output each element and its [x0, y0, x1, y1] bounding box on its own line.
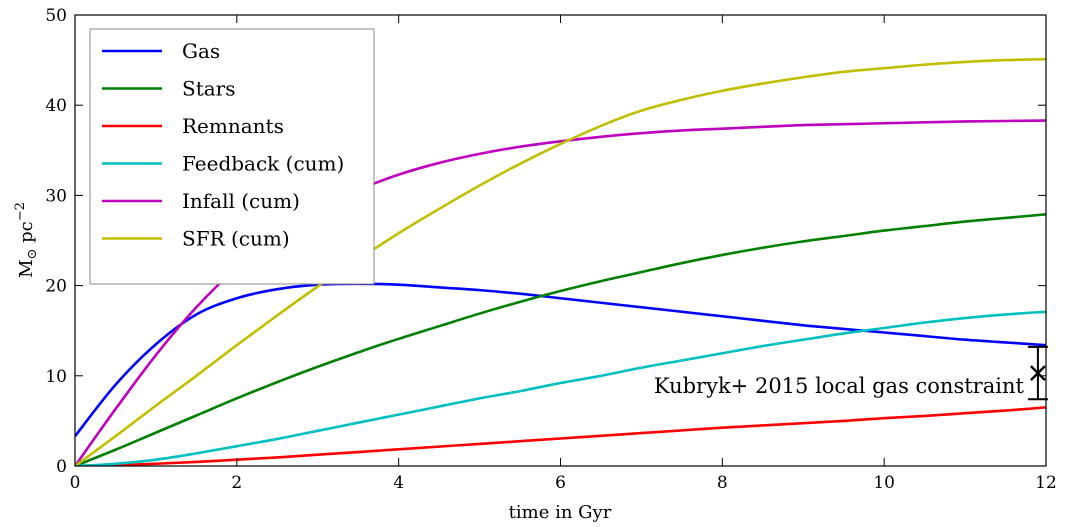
x-tick-label: 12 — [1035, 473, 1057, 493]
legend-label: Infall (cum) — [182, 189, 300, 213]
series-line-gas — [75, 282, 1046, 438]
legend-item-stars: Stars — [102, 77, 236, 101]
legend-item-infall-cum: Infall (cum) — [102, 189, 300, 213]
x-tick-label: 6 — [555, 473, 566, 493]
y-tick-label: 30 — [45, 186, 67, 206]
legend-label: Gas — [182, 39, 220, 63]
y-tick-label: 40 — [45, 96, 67, 116]
legend-item-feedback-cum: Feedback (cum) — [102, 152, 344, 176]
legend-item-gas: Gas — [102, 39, 220, 63]
y-tick-label: 0 — [56, 457, 67, 477]
series-line-remnants — [75, 406, 1046, 466]
x-tick-label: 4 — [393, 473, 404, 493]
legend-box — [89, 28, 375, 285]
legend-label: Remnants — [182, 114, 284, 138]
legend: Gas Stars Remnants Feedback (cum) Infall (cu… — [89, 28, 375, 285]
y-tick-label: 10 — [45, 367, 67, 387]
y-axis-ticks: 0 10 20 30 40 50 — [45, 6, 1046, 477]
y-axis-label: M⊙ pc−2 — [13, 202, 40, 278]
x-tick-label: 2 — [231, 473, 242, 493]
y-tick-label: 20 — [45, 277, 67, 297]
legend-item-remnants: Remnants — [102, 114, 284, 138]
series-line-feedback-cum — [75, 310, 1046, 466]
x-axis-label: time in Gyr — [509, 502, 612, 523]
series-line-sfr-cum — [75, 57, 1046, 466]
legend-item-sfr-cum: SFR (cum) — [102, 227, 290, 251]
x-axis-ticks: 0 2 4 6 8 10 12 — [70, 15, 1057, 493]
series-line-stars — [75, 213, 1046, 466]
x-tick-label: 8 — [717, 473, 728, 493]
y-tick-label: 50 — [45, 6, 67, 26]
annotation-layer: Kubryk+ 2015 local gas constraint — [654, 345, 1048, 401]
x-tick-label: 10 — [873, 473, 895, 493]
legend-label: SFR (cum) — [182, 227, 290, 251]
x-tick-label: 0 — [70, 473, 81, 493]
constraint-x-marker — [1030, 365, 1046, 381]
legend-label: Stars — [182, 77, 236, 101]
constraint-label: Kubryk+ 2015 local gas constraint — [654, 374, 1025, 398]
legend-label: Feedback (cum) — [182, 152, 344, 176]
